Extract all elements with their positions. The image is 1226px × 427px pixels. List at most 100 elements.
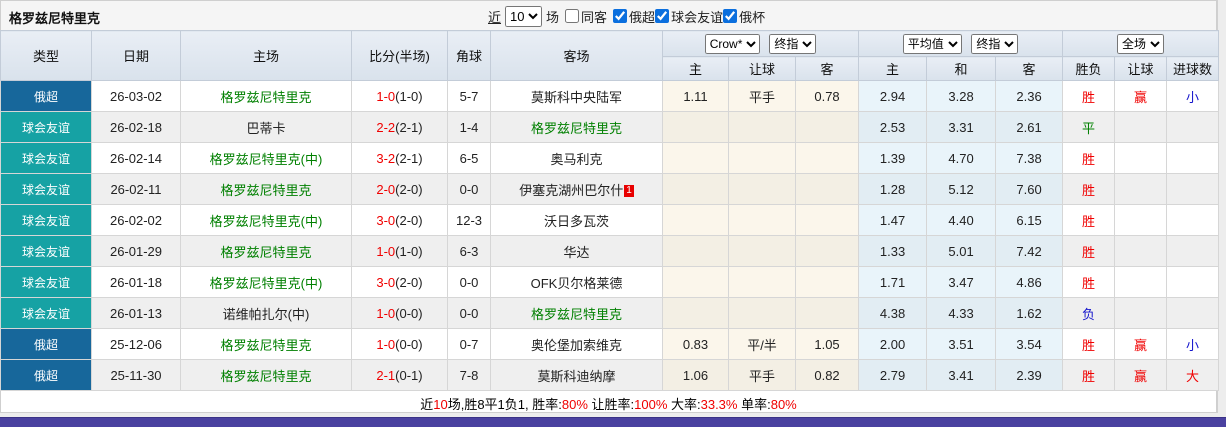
handicap-odds-group-header: Crow* 终指 — [661, 30, 860, 57]
filter-checkbox-球会友谊[interactable]: 球会友谊 — [655, 7, 723, 26]
checkbox-input[interactable] — [565, 9, 580, 23]
ah-away-odds: 0.78 — [794, 80, 860, 112]
away-team-name[interactable]: 华达 — [563, 244, 590, 260]
corner-count: 0-7 — [447, 328, 491, 360]
full-score: 1-0 — [376, 305, 396, 321]
home-team: 格罗兹尼特里克 — [180, 359, 352, 391]
filter-bar: 近 10 场 同客 俄超 球会友谊 俄杯 — [488, 4, 765, 28]
filter-checkbox-俄杯[interactable]: 俄杯 — [723, 7, 765, 26]
ah-home-odds: 1.11 — [662, 80, 729, 112]
home-team-name[interactable]: 格罗兹尼特里克 — [220, 337, 312, 353]
col-header-score: 比分(半场) — [351, 30, 448, 81]
away-team-name[interactable]: 莫斯科迪纳摩 — [537, 368, 616, 384]
match-date: 25-12-06 — [91, 328, 181, 360]
footer-stat-part: 33.3% — [700, 397, 738, 412]
match-date: 26-02-18 — [91, 111, 181, 143]
home-team-name[interactable]: 巴蒂卡 — [246, 120, 286, 136]
eu-draw-odds: 5.01 — [926, 235, 997, 267]
checkbox-label: 球会友谊 — [671, 9, 724, 25]
match-type-badge: 球会友谊 — [0, 204, 92, 236]
corner-count: 0-0 — [447, 266, 491, 298]
half-score: (2-0) — [395, 181, 423, 197]
ah-away-odds: 0.82 — [794, 359, 860, 391]
eu-home-odds: 4.38 — [858, 297, 928, 329]
corner-count: 1-4 — [447, 111, 491, 143]
ah-line — [728, 266, 796, 298]
away-team: 伊塞克湖州巴尔什 1 — [490, 173, 663, 205]
match-date: 26-01-29 — [91, 235, 181, 267]
handicap-stage-select[interactable]: 终指 — [769, 33, 817, 54]
home-team-name[interactable]: 格罗兹尼特里克 — [220, 89, 312, 105]
result-scope-select[interactable]: 全场 — [1117, 33, 1165, 54]
recent-link[interactable]: 近 — [488, 9, 502, 25]
eu-draw-odds: 3.41 — [926, 359, 997, 391]
col-header-corner: 角球 — [447, 30, 491, 81]
match-date: 26-02-14 — [91, 142, 181, 174]
home-team-name[interactable]: 诺维帕扎尔(中) — [222, 306, 310, 322]
home-team-name[interactable]: 格罗兹尼特里克(中) — [209, 151, 323, 167]
filter-checkbox-同客[interactable]: 同客 — [565, 7, 607, 26]
half-score: (2-1) — [395, 150, 423, 166]
away-team-name[interactable]: 格罗兹尼特里克 — [530, 306, 622, 322]
half-score: (0-1) — [395, 367, 423, 383]
match-date: 26-01-18 — [91, 266, 181, 298]
home-team-name[interactable]: 格罗兹尼特里克 — [220, 182, 312, 198]
full-score: 1-0 — [376, 88, 396, 104]
eu-home-odds: 2.79 — [858, 359, 928, 391]
goals-result — [1166, 142, 1220, 174]
away-team-name[interactable]: 伊塞克湖州巴尔什 — [519, 182, 624, 198]
table-row: 球会友谊 26-02-11 格罗兹尼特里克 2-0(2-0) 0-0 伊塞克湖州巴尔什 1 1… — [0, 173, 1220, 205]
away-team-name[interactable]: OFK贝尔格莱德 — [530, 275, 623, 291]
goals-result — [1166, 111, 1220, 143]
checkbox-input[interactable] — [613, 9, 628, 23]
away-team-name[interactable]: 沃日多瓦茨 — [543, 213, 609, 229]
checkbox-input[interactable] — [723, 9, 738, 23]
goals-result — [1166, 266, 1220, 298]
away-team-name[interactable]: 莫斯科中央陆军 — [530, 89, 622, 105]
result-scope-group-header: 全场 — [1062, 30, 1220, 57]
eu-home-odds: 2.53 — [858, 111, 928, 143]
ah-away-odds: 1.05 — [794, 328, 860, 360]
away-team-name[interactable]: 奥马利克 — [550, 151, 603, 167]
eu-away-odds: 7.38 — [995, 142, 1064, 174]
eu-away-odds: 7.60 — [995, 173, 1064, 205]
ah-away-odds — [794, 204, 860, 236]
eu-draw-odds: 4.33 — [926, 297, 997, 329]
eu-home-odds: 1.47 — [858, 204, 928, 236]
winloss-result: 胜 — [1062, 359, 1116, 391]
col-header-winloss: 胜负 — [1062, 56, 1116, 81]
home-team-name[interactable]: 格罗兹尼特里克 — [220, 244, 312, 260]
away-team-name[interactable]: 格罗兹尼特里克 — [530, 120, 622, 136]
european-bookmaker-select[interactable]: 平均值 — [902, 33, 962, 54]
col-header-date: 日期 — [91, 30, 181, 81]
handicap-result — [1114, 235, 1168, 267]
home-team-name[interactable]: 格罗兹尼特里克(中) — [209, 213, 323, 229]
filter-checkbox-俄超[interactable]: 俄超 — [613, 7, 655, 26]
table-row: 球会友谊 26-02-14 格罗兹尼特里克(中) 3-2(2-1) 6-5 奥马利克 1.3… — [0, 142, 1220, 174]
home-team: 格罗兹尼特里克 — [180, 80, 352, 112]
match-date: 26-03-02 — [91, 80, 181, 112]
checkbox-input[interactable] — [655, 9, 670, 23]
ah-home-odds — [662, 297, 729, 329]
european-stage-select[interactable]: 终指 — [971, 33, 1019, 54]
ah-line — [728, 297, 796, 329]
handicap-bookmaker-select[interactable]: Crow* — [704, 33, 760, 54]
winloss-result: 胜 — [1062, 266, 1116, 298]
col-header-eu-draw: 和 — [926, 56, 997, 81]
ah-line: 平/半 — [728, 328, 796, 360]
away-team: 华达 — [490, 235, 663, 267]
home-team-name[interactable]: 格罗兹尼特里克 — [220, 368, 312, 384]
table-row: 球会友谊 26-01-18 格罗兹尼特里克(中) 3-0(2-0) 0-0 OFK贝尔格莱… — [0, 266, 1220, 298]
home-team-name[interactable]: 格罗兹尼特里克(中) — [209, 275, 323, 291]
away-team: 奥马利克 — [490, 142, 663, 174]
away-team-name[interactable]: 奥伦堡加索维克 — [530, 337, 622, 353]
footer-stat-part: 单率: — [737, 397, 771, 412]
match-type-badge: 俄超 — [0, 80, 92, 112]
ah-line: 平手 — [728, 80, 796, 112]
match-type-badge: 球会友谊 — [0, 142, 92, 174]
handicap-result: 赢 — [1114, 359, 1168, 391]
goals-result — [1166, 173, 1220, 205]
home-team: 格罗兹尼特里克 — [180, 235, 352, 267]
match-date: 25-11-30 — [91, 359, 181, 391]
match-count-select[interactable]: 10 — [505, 5, 543, 27]
